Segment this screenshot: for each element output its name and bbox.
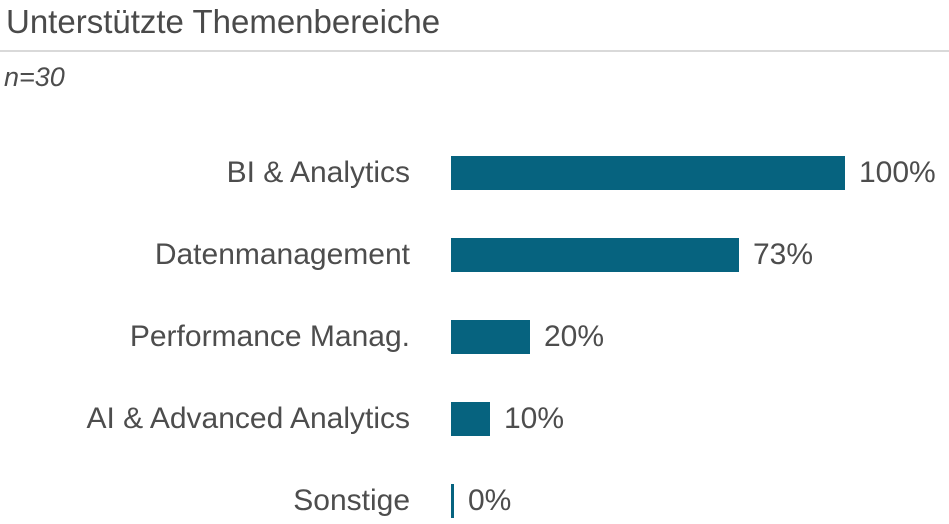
bar <box>451 238 739 272</box>
category-label: Datenmanagement <box>154 238 410 271</box>
bar-row: Sonstige 0% <box>0 460 949 524</box>
zero-baseline-tick <box>451 484 454 518</box>
value-label: 0% <box>468 484 512 517</box>
bar-row: Performance Manag. 20% <box>0 296 949 378</box>
bar-chart: BI & Analytics 100% Datenmanagement 73% Perf… <box>0 132 949 524</box>
value-label: 20% <box>544 320 605 353</box>
category-label: AI & Advanced Analytics <box>86 402 410 435</box>
value-label: 10% <box>504 402 565 435</box>
bar <box>451 402 490 436</box>
bar-row: AI & Advanced Analytics 10% <box>0 378 949 460</box>
title-divider <box>0 50 949 52</box>
category-label: Sonstige <box>293 484 410 517</box>
bar <box>451 320 530 354</box>
category-label: Performance Manag. <box>129 320 410 353</box>
bar-track: 100% <box>451 156 936 190</box>
value-label: 100% <box>859 156 936 189</box>
sample-size-note: n=30 <box>4 62 65 92</box>
chart-title: Unterstützte Themenbereiche <box>6 3 441 40</box>
bar-row: BI & Analytics 100% <box>0 132 949 214</box>
category-label: BI & Analytics <box>226 156 410 189</box>
bar <box>451 156 845 190</box>
bar-track: 73% <box>451 238 813 272</box>
bar-track: 0% <box>451 484 511 518</box>
bar-row: Datenmanagement 73% <box>0 214 949 296</box>
bar-track: 20% <box>451 320 604 354</box>
value-label: 73% <box>753 238 814 271</box>
bar-track: 10% <box>451 402 564 436</box>
